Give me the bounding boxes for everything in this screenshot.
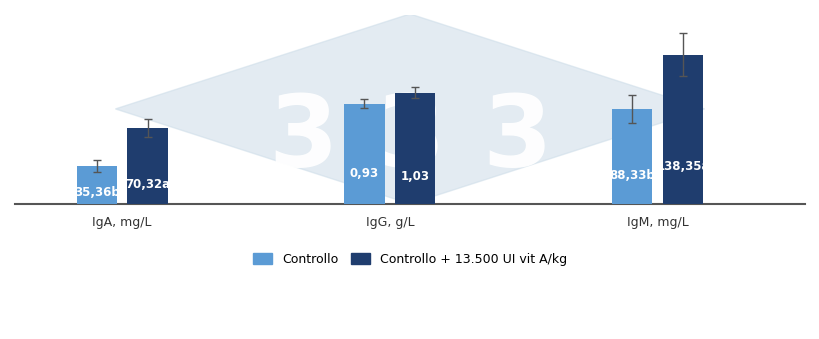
Text: 88,33b: 88,33b [609, 169, 654, 182]
Bar [612, 108, 652, 204]
Bar [127, 128, 167, 204]
Text: 3: 3 [375, 91, 444, 188]
Bar [395, 93, 435, 204]
Bar [663, 55, 703, 204]
Text: 70,32a: 70,32a [124, 178, 170, 192]
Text: 3: 3 [482, 91, 551, 188]
Text: 0,93: 0,93 [350, 167, 378, 180]
Text: 138,35a: 138,35a [655, 160, 709, 173]
Text: 1,03: 1,03 [400, 170, 429, 183]
Bar [76, 166, 116, 204]
Text: 3: 3 [268, 91, 337, 188]
Polygon shape [115, 14, 704, 204]
Bar [344, 103, 384, 204]
Text: 35,36b: 35,36b [74, 186, 120, 199]
Legend: Controllo, Controllo + 13.500 UI vit A/kg: Controllo, Controllo + 13.500 UI vit A/k… [249, 249, 570, 270]
